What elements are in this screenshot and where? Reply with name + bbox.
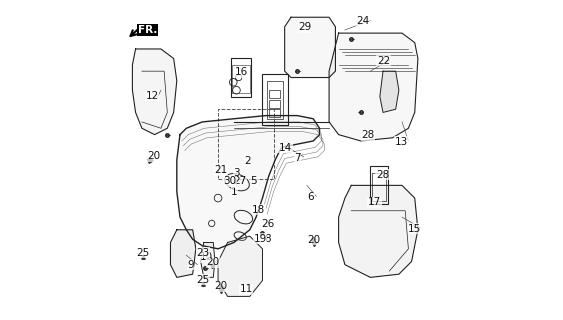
Text: 6: 6 — [307, 192, 314, 202]
Bar — [269, 100, 280, 108]
Text: 12: 12 — [145, 91, 159, 101]
Text: 16: 16 — [235, 67, 248, 77]
Polygon shape — [132, 49, 177, 135]
Text: 26: 26 — [262, 219, 275, 229]
Text: 20: 20 — [214, 281, 227, 291]
Text: 28: 28 — [376, 170, 389, 180]
Bar — [267, 81, 283, 119]
Text: 8: 8 — [265, 234, 271, 244]
Text: 7: 7 — [294, 153, 301, 163]
Polygon shape — [329, 33, 418, 141]
Text: 3: 3 — [233, 168, 240, 178]
Text: 13: 13 — [395, 137, 408, 147]
Text: 24: 24 — [357, 16, 370, 26]
Bar — [269, 109, 280, 117]
Polygon shape — [177, 116, 320, 249]
Polygon shape — [200, 243, 215, 277]
Text: 30: 30 — [224, 176, 236, 186]
Bar — [231, 59, 251, 97]
Polygon shape — [171, 230, 196, 277]
Text: 22: 22 — [377, 56, 390, 66]
Text: 15: 15 — [408, 224, 421, 234]
Polygon shape — [218, 236, 262, 296]
Polygon shape — [338, 185, 418, 277]
Text: 20: 20 — [307, 235, 320, 245]
Text: 29: 29 — [298, 22, 311, 32]
Text: 28: 28 — [361, 130, 374, 140]
Text: 1: 1 — [231, 187, 238, 197]
Text: 21: 21 — [215, 165, 228, 175]
Text: 25: 25 — [136, 248, 150, 258]
Text: 17: 17 — [368, 197, 381, 207]
Text: 19: 19 — [253, 234, 267, 244]
Text: 27: 27 — [233, 176, 246, 186]
Text: 10: 10 — [200, 252, 213, 262]
Text: 11: 11 — [239, 284, 253, 294]
Text: 14: 14 — [279, 143, 292, 153]
Bar — [218, 109, 274, 179]
Text: 5: 5 — [251, 176, 257, 186]
Bar — [372, 173, 386, 201]
Bar — [370, 166, 388, 204]
Text: 4: 4 — [232, 178, 239, 188]
Text: FR.: FR. — [138, 25, 157, 35]
Bar — [269, 90, 280, 98]
Text: 23: 23 — [196, 248, 210, 258]
Text: 20: 20 — [206, 257, 219, 267]
Text: 9: 9 — [187, 260, 194, 270]
Text: 2: 2 — [244, 156, 251, 166]
Text: 18: 18 — [252, 205, 265, 215]
Polygon shape — [285, 17, 336, 77]
Bar — [262, 74, 288, 125]
Text: 20: 20 — [147, 151, 160, 161]
Text: 25: 25 — [196, 275, 210, 284]
Bar — [233, 65, 250, 93]
Polygon shape — [380, 71, 399, 112]
